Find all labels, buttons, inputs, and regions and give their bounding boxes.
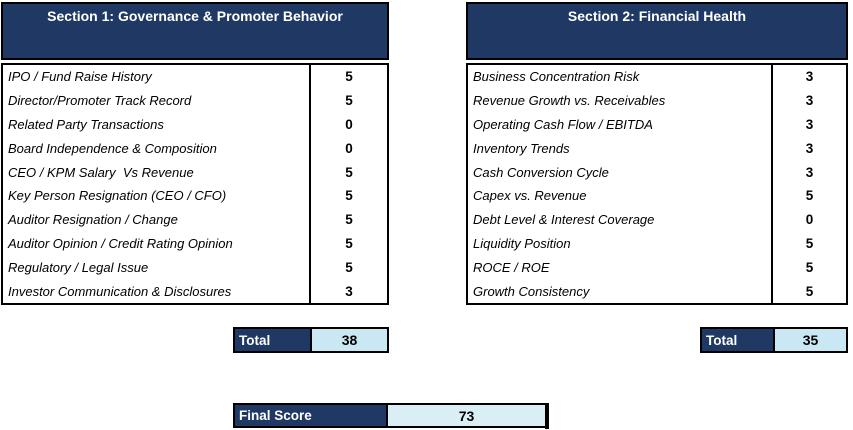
row-score-cell[interactable]: 0 [309,136,387,161]
row-score-cell[interactable]: 3 [771,112,846,137]
row-score-cell[interactable]: 5 [309,65,387,89]
table-row: Operating Cash Flow / EBITDA 3 [468,112,846,137]
section-2-total: Total 35 [700,327,848,353]
final-score-value-cell[interactable]: 73 [388,403,545,428]
row-score-cell[interactable]: 5 [309,88,387,113]
final-score-right-border [545,403,549,429]
section-1-panel: Section 1: Governance & Promoter Behavio… [1,2,389,305]
table-row: Investor Communication & Disclosures 3 [3,279,387,303]
row-label: Auditor Resignation / Change [8,212,178,228]
table-row: Related Party Transactions 0 [3,112,387,137]
table-row: ROCE / ROE 5 [468,255,846,280]
row-label: Director/Promoter Track Record [8,93,192,109]
table-row: Debt Level & Interest Coverage 0 [468,207,846,232]
total-value-cell[interactable]: 35 [773,329,846,351]
table-row: Board Independence & Composition 0 [3,136,387,161]
table-row: Business Concentration Risk 3 [468,65,846,89]
row-score-cell[interactable]: 0 [309,112,387,137]
row-score-cell[interactable]: 5 [771,279,846,303]
table-row: Regulatory / Legal Issue 5 [3,255,387,280]
row-score-cell[interactable]: 3 [771,160,846,184]
row-label: Business Concentration Risk [473,69,640,85]
row-label: ROCE / ROE [473,259,550,275]
table-row: Growth Consistency 5 [468,279,846,303]
row-label: Key Person Resignation (CEO / CFO) [8,188,227,204]
row-score-cell[interactable]: 3 [771,136,846,161]
table-row: Liquidity Position 5 [468,231,846,256]
section-1-total: Total 38 [233,327,389,353]
section-1-table: IPO / Fund Raise History 5 Director/Prom… [1,63,389,305]
row-label: Regulatory / Legal Issue [8,259,149,275]
row-label: Auditor Opinion / Credit Rating Opinion [8,235,233,251]
row-label: Investor Communication & Disclosures [8,283,232,299]
row-label: IPO / Fund Raise History [8,69,152,85]
row-score-cell[interactable]: 5 [309,183,387,208]
row-score-cell[interactable]: 5 [309,160,387,184]
row-score-cell[interactable]: 5 [771,255,846,280]
section-2-panel: Section 2: Financial Health Business Con… [466,2,848,305]
final-score-block: Final Score 73 [233,403,549,429]
row-label: Growth Consistency [473,283,590,299]
row-score-cell[interactable]: 5 [309,207,387,232]
row-label: Operating Cash Flow / EBITDA [473,116,653,132]
row-label: Capex vs. Revenue [473,188,587,204]
row-score-cell[interactable]: 3 [771,88,846,113]
row-score-cell[interactable]: 5 [771,231,846,256]
row-score-cell[interactable]: 5 [309,231,387,256]
row-label: Revenue Growth vs. Receivables [473,93,666,109]
row-label: Related Party Transactions [8,116,164,132]
table-row: CEO / KPM Salary Vs Revenue 5 [3,160,387,184]
total-label: Total [235,329,310,351]
row-label: Cash Conversion Cycle [473,164,609,180]
table-row: Revenue Growth vs. Receivables 3 [468,88,846,113]
row-label: Board Independence & Composition [8,140,217,156]
row-score-cell[interactable]: 0 [771,207,846,232]
total-label: Total [702,329,773,351]
section-2-table: Business Concentration Risk 3 Revenue Gr… [466,63,848,305]
table-row: IPO / Fund Raise History 5 [3,65,387,89]
table-row: Cash Conversion Cycle 3 [468,160,846,184]
row-label: Inventory Trends [473,140,570,156]
table-row: Director/Promoter Track Record 5 [3,88,387,113]
section-1-header: Section 1: Governance & Promoter Behavio… [1,2,389,60]
final-score-label: Final Score [233,403,388,428]
row-score-cell[interactable]: 5 [309,255,387,280]
table-row: Capex vs. Revenue 5 [468,183,846,208]
table-row: Auditor Opinion / Credit Rating Opinion … [3,231,387,256]
row-label: Debt Level & Interest Coverage [473,212,655,228]
table-row: Key Person Resignation (CEO / CFO) 5 [3,183,387,208]
total-value-cell[interactable]: 38 [310,329,387,351]
table-row: Auditor Resignation / Change 5 [3,207,387,232]
row-label: Liquidity Position [473,235,571,251]
table-row: Inventory Trends 3 [468,136,846,161]
row-label: CEO / KPM Salary Vs Revenue [8,164,194,180]
row-score-cell[interactable]: 5 [771,183,846,208]
row-score-cell[interactable]: 3 [309,279,387,303]
row-score-cell[interactable]: 3 [771,65,846,89]
section-2-header: Section 2: Financial Health [466,2,848,60]
